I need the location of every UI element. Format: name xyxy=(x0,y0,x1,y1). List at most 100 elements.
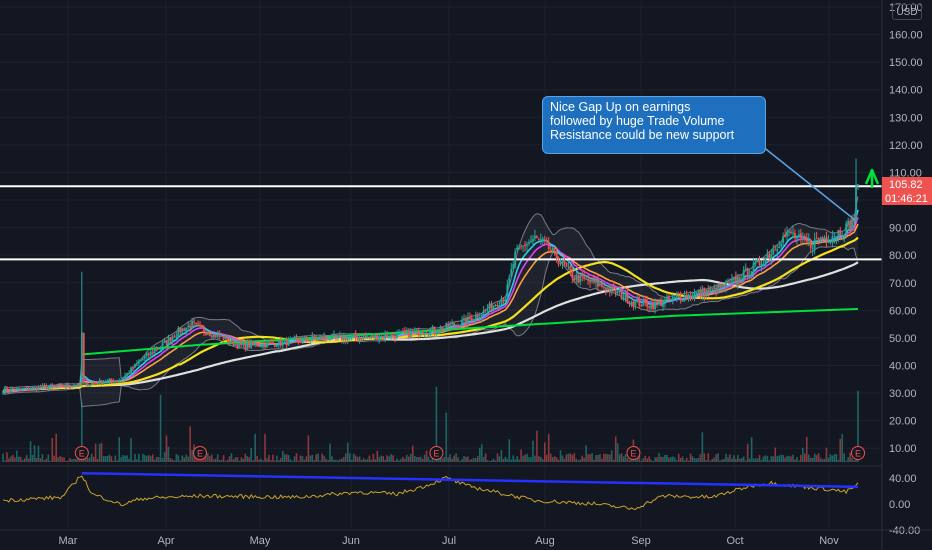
price-tick-label: 70.00 xyxy=(889,278,917,290)
volume-bar xyxy=(102,456,105,462)
volume-bar xyxy=(494,460,497,462)
candle-body xyxy=(545,240,548,242)
volume-bar xyxy=(644,455,647,462)
candle-body xyxy=(145,353,148,356)
candle-body xyxy=(374,334,377,339)
candle-body xyxy=(813,239,816,249)
candle-body xyxy=(270,342,272,344)
volume-bar xyxy=(516,456,518,462)
volume-bar xyxy=(19,456,22,462)
candle-body xyxy=(683,294,686,301)
volume-bar xyxy=(536,430,538,462)
volume-bar xyxy=(173,460,176,462)
volume-bar xyxy=(571,454,574,462)
volume-bar xyxy=(295,453,298,462)
volume-bar xyxy=(157,457,160,462)
volume-bar xyxy=(788,456,790,462)
volume-bar xyxy=(415,457,418,462)
candle-body xyxy=(851,217,853,231)
candle-body xyxy=(309,339,312,341)
candle-body xyxy=(636,299,639,302)
volume-bar xyxy=(476,456,479,462)
candle-body xyxy=(766,255,769,258)
annotation-line: Nice Gap Up on earnings xyxy=(550,100,691,114)
candle-body xyxy=(350,336,353,338)
candle-body xyxy=(500,300,503,305)
volume-bar xyxy=(181,455,184,462)
volume-bar xyxy=(666,455,668,462)
candle-body xyxy=(841,235,844,237)
candle-body xyxy=(597,278,599,287)
candle-body xyxy=(126,372,129,376)
volume-bar xyxy=(857,390,859,462)
candle-body xyxy=(537,239,540,241)
volume-bar xyxy=(291,460,294,462)
volume-bar xyxy=(453,455,455,462)
volume-bar xyxy=(12,454,14,462)
candle-body xyxy=(208,334,211,337)
candle-body xyxy=(102,382,105,385)
volume-bar xyxy=(6,452,8,462)
candle-body xyxy=(305,336,308,341)
candle-body xyxy=(134,363,136,368)
volume-bar xyxy=(748,458,751,462)
countdown-tag xyxy=(882,190,932,205)
candle-body xyxy=(685,294,688,298)
candle-body xyxy=(417,329,420,336)
volume-bar xyxy=(798,460,800,462)
candle-body xyxy=(758,259,761,265)
volume-bar xyxy=(29,441,32,462)
volume-bar xyxy=(823,458,826,462)
candle-body xyxy=(656,301,658,303)
candle-body xyxy=(250,342,253,349)
candle-body xyxy=(388,337,391,339)
volume-bar xyxy=(731,458,733,462)
volume-bar xyxy=(547,433,550,462)
volume-bar xyxy=(57,457,59,462)
volume-bar xyxy=(508,439,511,462)
candle-body xyxy=(382,335,385,339)
volume-bar xyxy=(742,456,745,462)
volume-bar xyxy=(583,457,585,462)
candle-body xyxy=(581,273,584,277)
volume-bar xyxy=(417,457,420,462)
volume-bar xyxy=(469,459,471,462)
candle-body xyxy=(608,288,611,292)
candle-body xyxy=(488,303,491,309)
volume-bar xyxy=(439,456,442,462)
candle-body xyxy=(746,268,749,277)
volume-bar xyxy=(829,454,832,462)
volume-bar xyxy=(475,458,477,462)
candle-body xyxy=(658,300,660,304)
volume-bar xyxy=(331,456,333,462)
volume-bar xyxy=(727,457,729,462)
earnings-marker-label: E xyxy=(433,449,439,459)
volume-bar xyxy=(378,457,381,462)
volume-bar xyxy=(492,458,495,462)
volume-bar xyxy=(110,456,113,462)
currency-label[interactable]: USD xyxy=(892,4,922,20)
candle-body xyxy=(825,236,828,242)
volume-bar xyxy=(699,454,702,462)
candle-body xyxy=(179,327,182,333)
candle-body xyxy=(595,279,597,283)
volume-bar xyxy=(628,459,631,462)
volume-bar xyxy=(624,454,627,462)
volume-bar xyxy=(463,455,465,462)
candle-body xyxy=(138,361,140,364)
annotation-callout[interactable]: Nice Gap Up on earnings followed by huge… xyxy=(542,96,766,154)
candle-body xyxy=(486,309,489,311)
candle-body xyxy=(648,305,651,308)
candle-body xyxy=(691,296,694,298)
candle-body xyxy=(370,335,373,338)
volume-bar xyxy=(471,458,473,462)
candle-body xyxy=(88,384,91,387)
volume-bar xyxy=(92,456,95,462)
volume-bar xyxy=(599,454,601,462)
candle-body xyxy=(8,390,10,392)
time-tick-label: Aug xyxy=(535,535,555,547)
candle-body xyxy=(772,249,775,255)
candle-body xyxy=(833,235,836,237)
volume-bar xyxy=(73,458,75,462)
